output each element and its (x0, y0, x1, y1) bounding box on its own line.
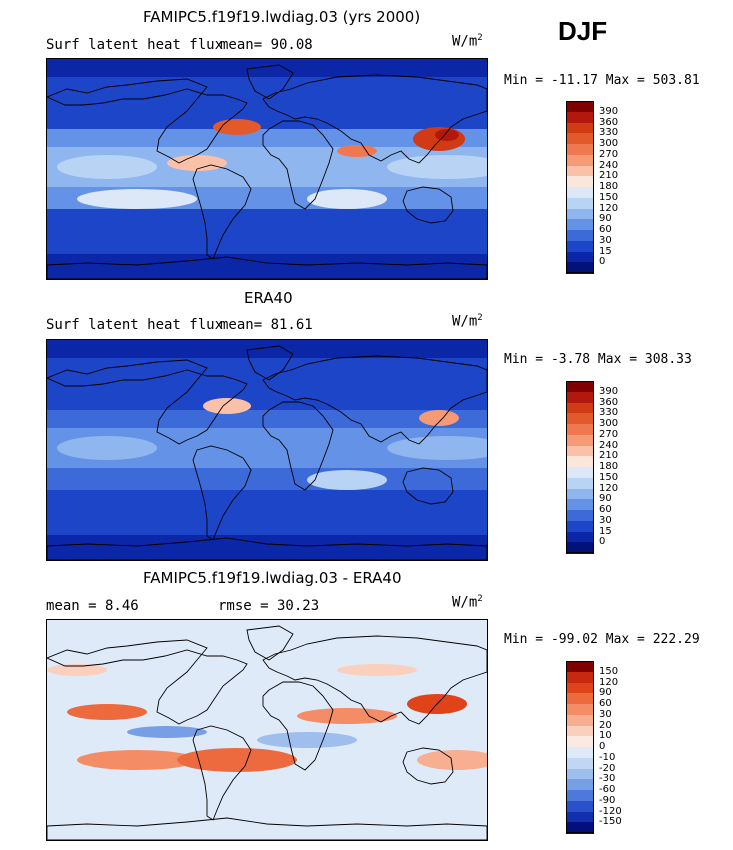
colorbar-tick-label: 150 (599, 665, 619, 677)
panel2-map (46, 339, 488, 561)
panel3-mean-label: mean = 8.46 (46, 598, 139, 614)
panel3-rmse-label: rmse = 30.23 (218, 598, 320, 614)
colorbar-tick-label: 210 (599, 450, 619, 462)
colorbar-tick-label: 30 (599, 234, 612, 246)
panel3-title: FAMIPC5.f19f19.lwdiag.03 - ERA40 (143, 569, 402, 587)
colorbar-tick-label: 90 (599, 493, 612, 505)
colorbar-tick-label: 120 (599, 202, 619, 214)
colorbar-frame (566, 381, 594, 553)
colorbar-tick-label: -150 (599, 816, 622, 828)
panel3-map (46, 619, 488, 841)
colorbar-tick-label: 90 (599, 213, 612, 225)
panel1-mean-label: mean= 90.08 (220, 37, 313, 53)
colorbar-tick-label: 240 (599, 439, 619, 451)
panel1-units: W/m2 (452, 33, 483, 50)
colorbar-tick-label: 240 (599, 159, 619, 171)
colorbar-tick-label: 15 (599, 525, 612, 537)
colorbar-tick-label: 60 (599, 698, 612, 709)
panel2-variable-label: Surf latent heat flux (46, 317, 224, 333)
panel1-map (46, 58, 488, 280)
colorbar-tick-label: 20 (599, 719, 612, 731)
colorbar-tick-label: 390 (599, 385, 619, 397)
colorbar-tick-label: 300 (599, 418, 619, 429)
colorbar-tick-label: 360 (599, 396, 619, 408)
panel3-units: W/m2 (452, 594, 483, 611)
colorbar-tick-label: 0 (599, 536, 606, 548)
colorbar-tick-label: 300 (599, 138, 619, 149)
colorbar-tick-label: 60 (599, 224, 612, 235)
panel2-minmax: Min = -3.78 Max = 308.33 (504, 352, 692, 367)
season-label: DJF (558, 16, 608, 46)
colorbar-tick-label: -60 (599, 784, 616, 795)
colorbar-tick-label: 0 (599, 741, 606, 752)
colorbar-tick-label: 180 (599, 461, 619, 472)
colorbar-tick-label: 180 (599, 181, 619, 192)
panel1-title: FAMIPC5.f19f19.lwdiag.03 (yrs 2000) (143, 8, 421, 26)
colorbar-frame (566, 661, 594, 833)
colorbar-tick-label: 90 (599, 687, 612, 699)
colorbar-tick-label: -90 (599, 794, 616, 806)
colorbar-tick-label: 270 (599, 428, 619, 440)
panel3-minmax: Min = -99.02 Max = 222.29 (504, 632, 700, 647)
panel2-units: W/m2 (452, 313, 483, 330)
colorbar-tick-label: 15 (599, 245, 612, 257)
colorbar-tick-label: 30 (599, 514, 612, 526)
colorbar-tick-label: -20 (599, 762, 616, 774)
colorbar-tick-label: 60 (599, 504, 612, 515)
colorbar-tick-label: 360 (599, 116, 619, 128)
colorbar-tick-label: -30 (599, 773, 616, 785)
panel2-title: ERA40 (244, 289, 293, 307)
panel2-mean-label: mean= 81.61 (220, 317, 313, 333)
colorbar-tick-label: 270 (599, 148, 619, 160)
colorbar-tick-label: -10 (599, 751, 616, 763)
colorbar-tick-label: -120 (599, 805, 622, 817)
colorbar-tick-label: 330 (599, 127, 619, 139)
colorbar-tick-label: 120 (599, 482, 619, 494)
colorbar-frame (566, 101, 594, 273)
colorbar-tick-label: 120 (599, 676, 619, 688)
colorbar-tick-label: 0 (599, 256, 606, 268)
colorbar-tick-label: 150 (599, 471, 619, 483)
colorbar-tick-label: 210 (599, 170, 619, 182)
colorbar-tick-label: 30 (599, 708, 612, 720)
panel1-variable-label: Surf latent heat flux (46, 37, 224, 53)
colorbar-tick-label: 390 (599, 105, 619, 117)
colorbar-tick-label: 330 (599, 407, 619, 419)
colorbar-tick-label: 150 (599, 191, 619, 203)
panel1-minmax: Min = -11.17 Max = 503.81 (504, 73, 700, 88)
colorbar-tick-label: 10 (599, 730, 612, 742)
